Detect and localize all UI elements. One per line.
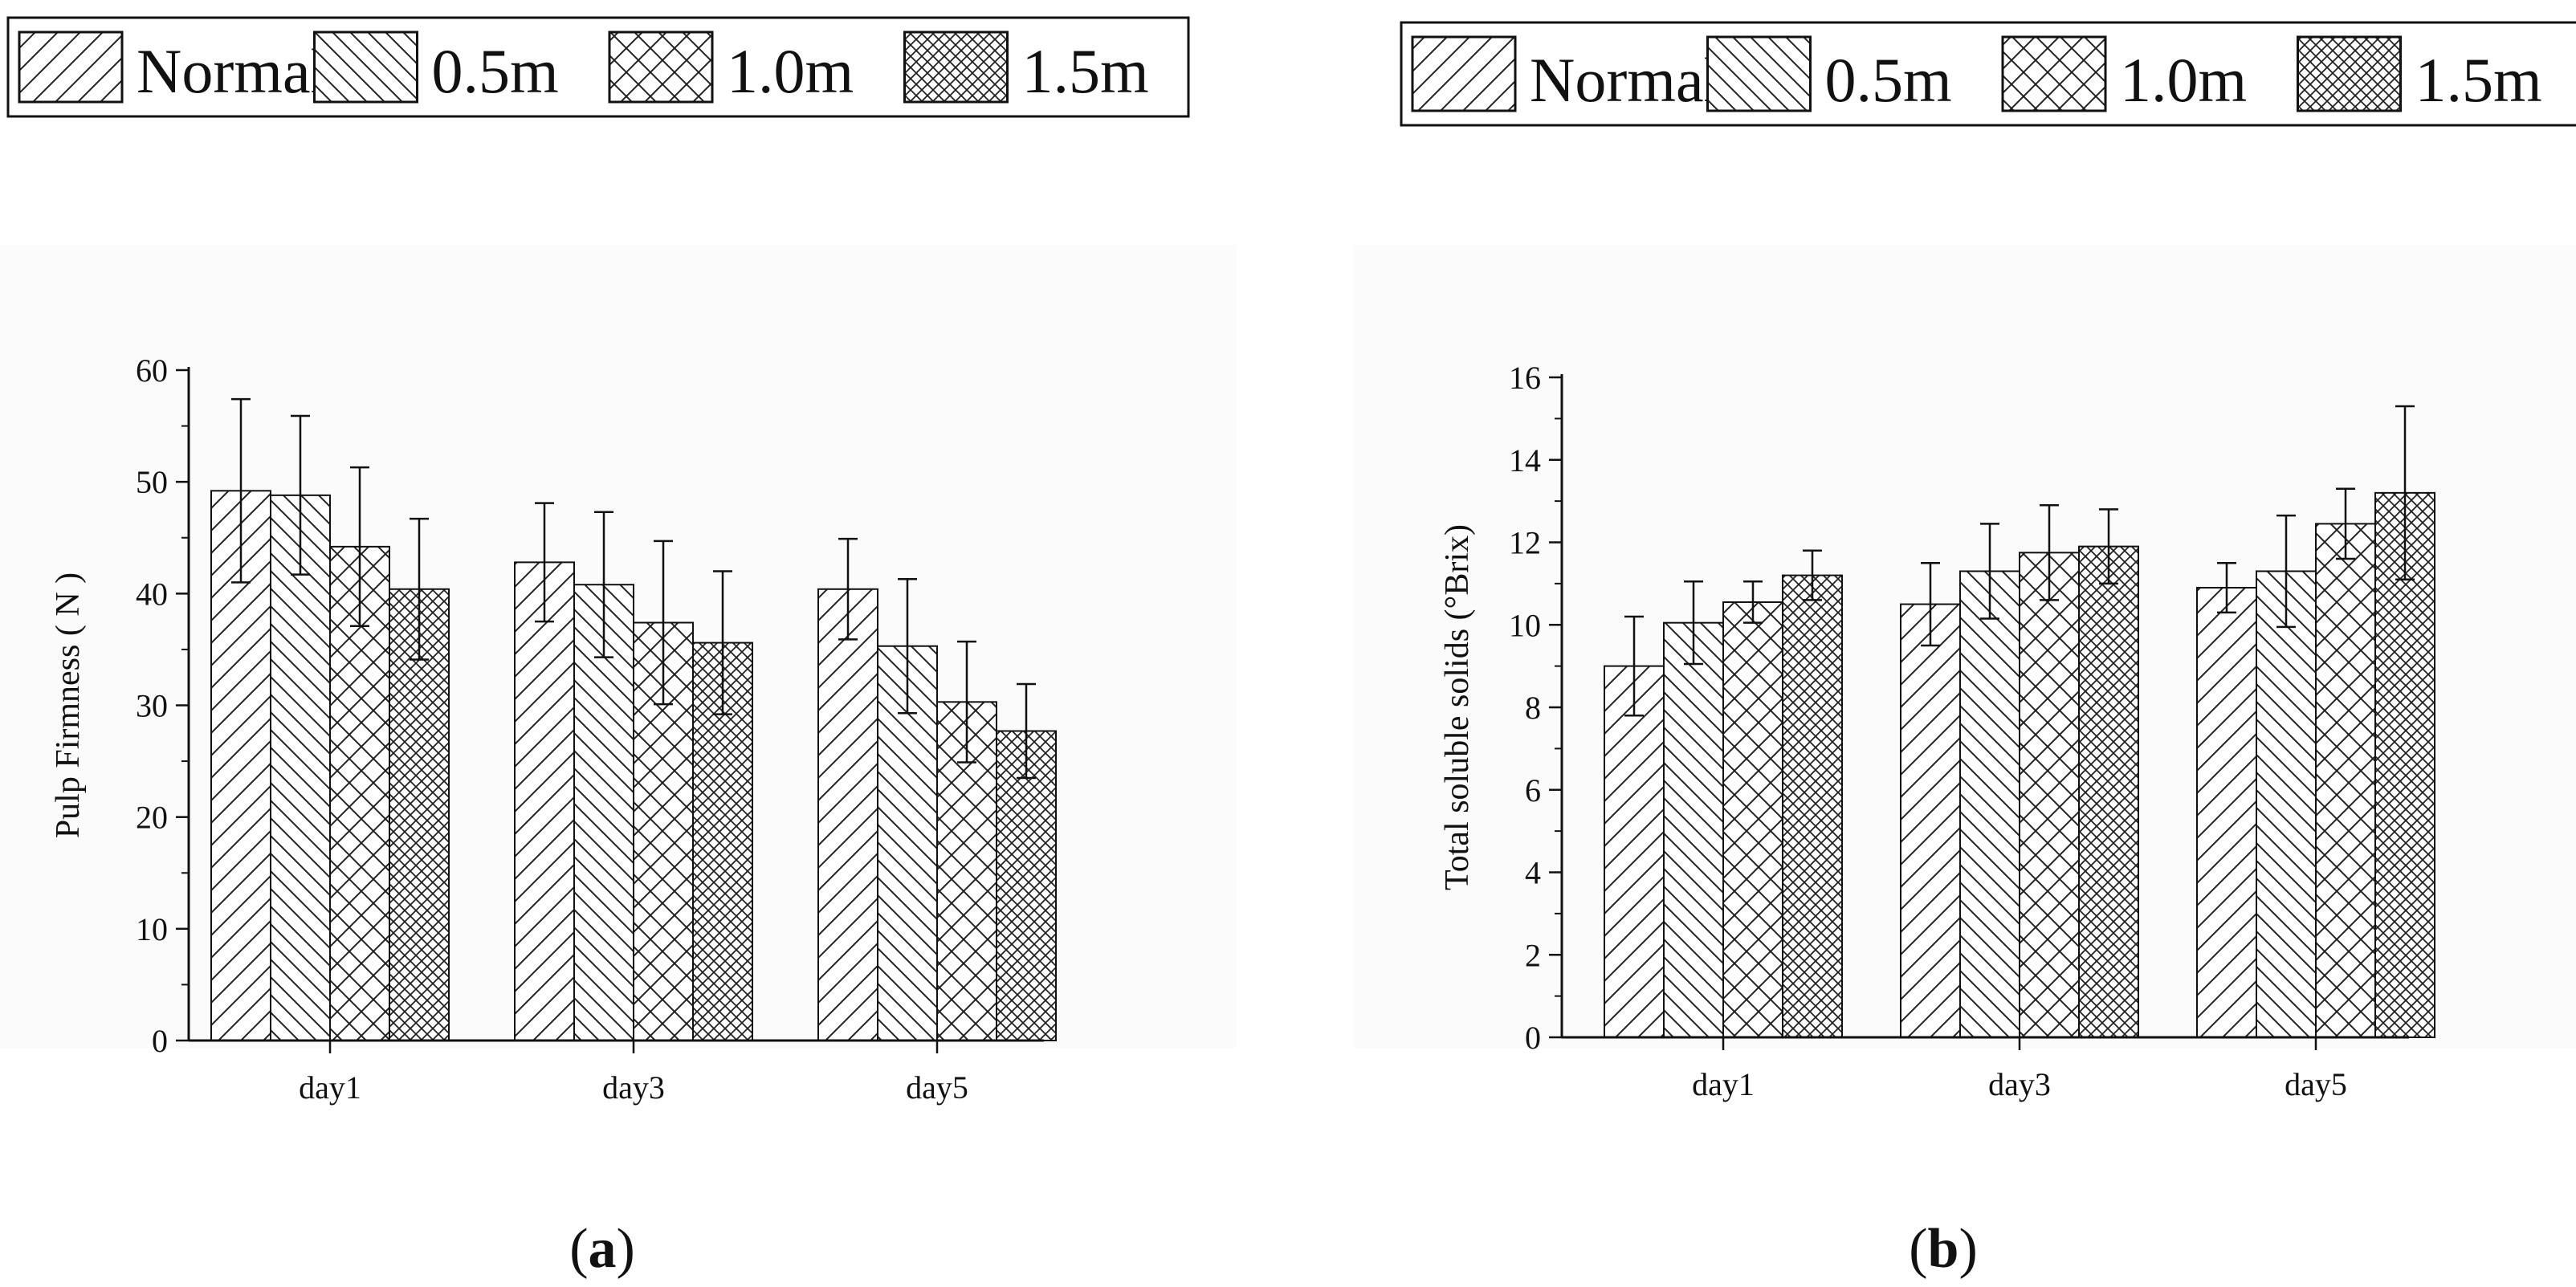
bar-day1-0-5m: [1663, 621, 1724, 1038]
y-tick-label: 0: [1525, 1020, 1541, 1056]
x-tick-label-day3: day3: [1988, 1066, 2051, 1102]
legend-label-1-5m: 1.5m: [1022, 36, 1149, 106]
error-bar-day1-0-5m: [1684, 580, 1703, 666]
y-tick-label: 12: [1509, 525, 1541, 561]
legend-label-normal: Normal: [137, 36, 328, 106]
error-bar-day5-1-0m: [2336, 487, 2355, 560]
error-bar-day3-1-0m: [654, 540, 673, 706]
error-bar-day1-0-5m: [291, 414, 310, 576]
bar-day5-normal: [2196, 587, 2257, 1038]
y-axis-label: Total soluble solids (°Brix): [1439, 524, 1476, 890]
bar-day1-normal: [1604, 665, 1665, 1038]
bar-day5-1-5m: [2374, 491, 2435, 1038]
bar-day3-1-5m: [2078, 545, 2139, 1038]
bar-day1-1-5m: [1782, 574, 1843, 1038]
legend-label-1-0m: 1.0m: [2120, 45, 2247, 115]
x-tick-label-day1: day1: [1692, 1066, 1755, 1102]
y-tick-label: 10: [136, 911, 168, 947]
y-tick-label: 2: [1525, 937, 1541, 973]
bar-day1-1-0m: [329, 545, 390, 1041]
panel-label-a: (a): [569, 1218, 635, 1280]
bar-day5-normal: [817, 588, 878, 1041]
y-tick-label: 6: [1525, 772, 1541, 808]
error-bar-day3-normal: [535, 502, 554, 623]
bar-day3-normal: [514, 561, 575, 1041]
error-bar-day1-1-0m: [1743, 580, 1763, 624]
bar-day1-1-5m: [389, 588, 450, 1041]
bar-day3-1-0m: [2019, 552, 2080, 1038]
legend-swatch-0-5m: [313, 31, 418, 104]
legend-label-0-5m: 0.5m: [1825, 45, 1952, 115]
legend-panel-a: Normal 0.5m 1.0m 1.5m: [6, 16, 1190, 118]
error-bar-day5-0-5m: [898, 577, 917, 715]
y-tick-label: 16: [1509, 360, 1541, 396]
error-bar-day5-1-5m: [2395, 405, 2415, 580]
bar-day5-1-0m: [2315, 523, 2376, 1038]
error-bar-day5-1-5m: [1017, 682, 1036, 780]
y-tick-label: 0: [152, 1023, 168, 1059]
y-axis-label: Pulp Firmness ( N ): [50, 572, 87, 838]
bar-day3-0-5m: [1959, 570, 2020, 1038]
error-bar-day3-1-5m: [2099, 508, 2118, 585]
legend-swatch-1-5m: [903, 31, 1009, 104]
y-tick-label: 60: [136, 352, 168, 389]
error-bar-day1-1-5m: [410, 517, 429, 661]
x-tick-label-day5: day5: [906, 1069, 968, 1106]
legend-swatch-1-5m: [2297, 35, 2402, 112]
error-bar-day5-normal: [2217, 561, 2236, 614]
legend-swatch-normal: [1411, 35, 1517, 112]
legend-swatch-normal: [18, 31, 124, 104]
error-bar-day5-normal: [838, 537, 858, 641]
chart-pulp-firmness: 0 10 20 30 40 50 60 day1 day3 day5 Pulp Firmness (…: [50, 352, 1057, 1106]
y-tick-label: 50: [136, 464, 168, 500]
y-tick-label: 4: [1525, 855, 1541, 891]
y-tick-label: 10: [1509, 607, 1541, 643]
error-bar-day1-normal: [231, 397, 251, 584]
chart-total-soluble-solids: 0 2 4 6 8 10 12 14 16 day1 day3 day5 Total soluble s…: [1439, 360, 2435, 1102]
legend-swatch-0-5m: [1706, 35, 1812, 112]
error-bar-day3-1-0m: [2040, 504, 2059, 601]
y-tick-label: 30: [136, 688, 168, 724]
y-tick-label: 40: [136, 576, 168, 612]
error-bar-day3-0-5m: [594, 511, 613, 658]
legend-label-0-5m: 0.5m: [432, 36, 559, 106]
panel-label-b: (b): [1909, 1218, 1978, 1280]
error-bar-day3-normal: [1921, 561, 1940, 647]
bar-day3-0-5m: [573, 584, 634, 1041]
legend-label-1-5m: 1.5m: [2415, 45, 2542, 115]
legend-swatch-1-0m: [2001, 35, 2107, 112]
error-bar-day1-1-0m: [350, 466, 369, 627]
bar-day1-0-5m: [270, 494, 331, 1041]
x-tick-label-day1: day1: [299, 1069, 361, 1106]
error-bar-day5-1-0m: [957, 640, 976, 764]
bar-day5-0-5m: [2256, 570, 2317, 1038]
legend-label-normal: Normal: [1530, 45, 1721, 115]
error-bar-day3-0-5m: [1980, 523, 1999, 620]
error-bar-day1-1-5m: [1803, 549, 1822, 601]
legend-swatch-1-0m: [608, 31, 714, 104]
error-bar-day5-0-5m: [2276, 514, 2296, 629]
bar-day1-1-0m: [1722, 601, 1783, 1038]
bar-day3-normal: [1900, 603, 1961, 1038]
bar-day5-1-5m: [996, 730, 1057, 1042]
y-tick-label: 20: [136, 800, 168, 836]
legend-panel-b: Normal 0.5m 1.0m 1.5m: [1400, 21, 2576, 127]
legend-label-1-0m: 1.0m: [727, 36, 854, 106]
y-tick-label: 14: [1509, 442, 1541, 479]
y-tick-label: 8: [1525, 690, 1541, 726]
x-tick-label-day5: day5: [2285, 1066, 2347, 1102]
x-tick-label-day3: day3: [602, 1069, 665, 1106]
error-bar-day1-normal: [1624, 615, 1644, 717]
error-bar-day3-1-5m: [713, 570, 732, 715]
